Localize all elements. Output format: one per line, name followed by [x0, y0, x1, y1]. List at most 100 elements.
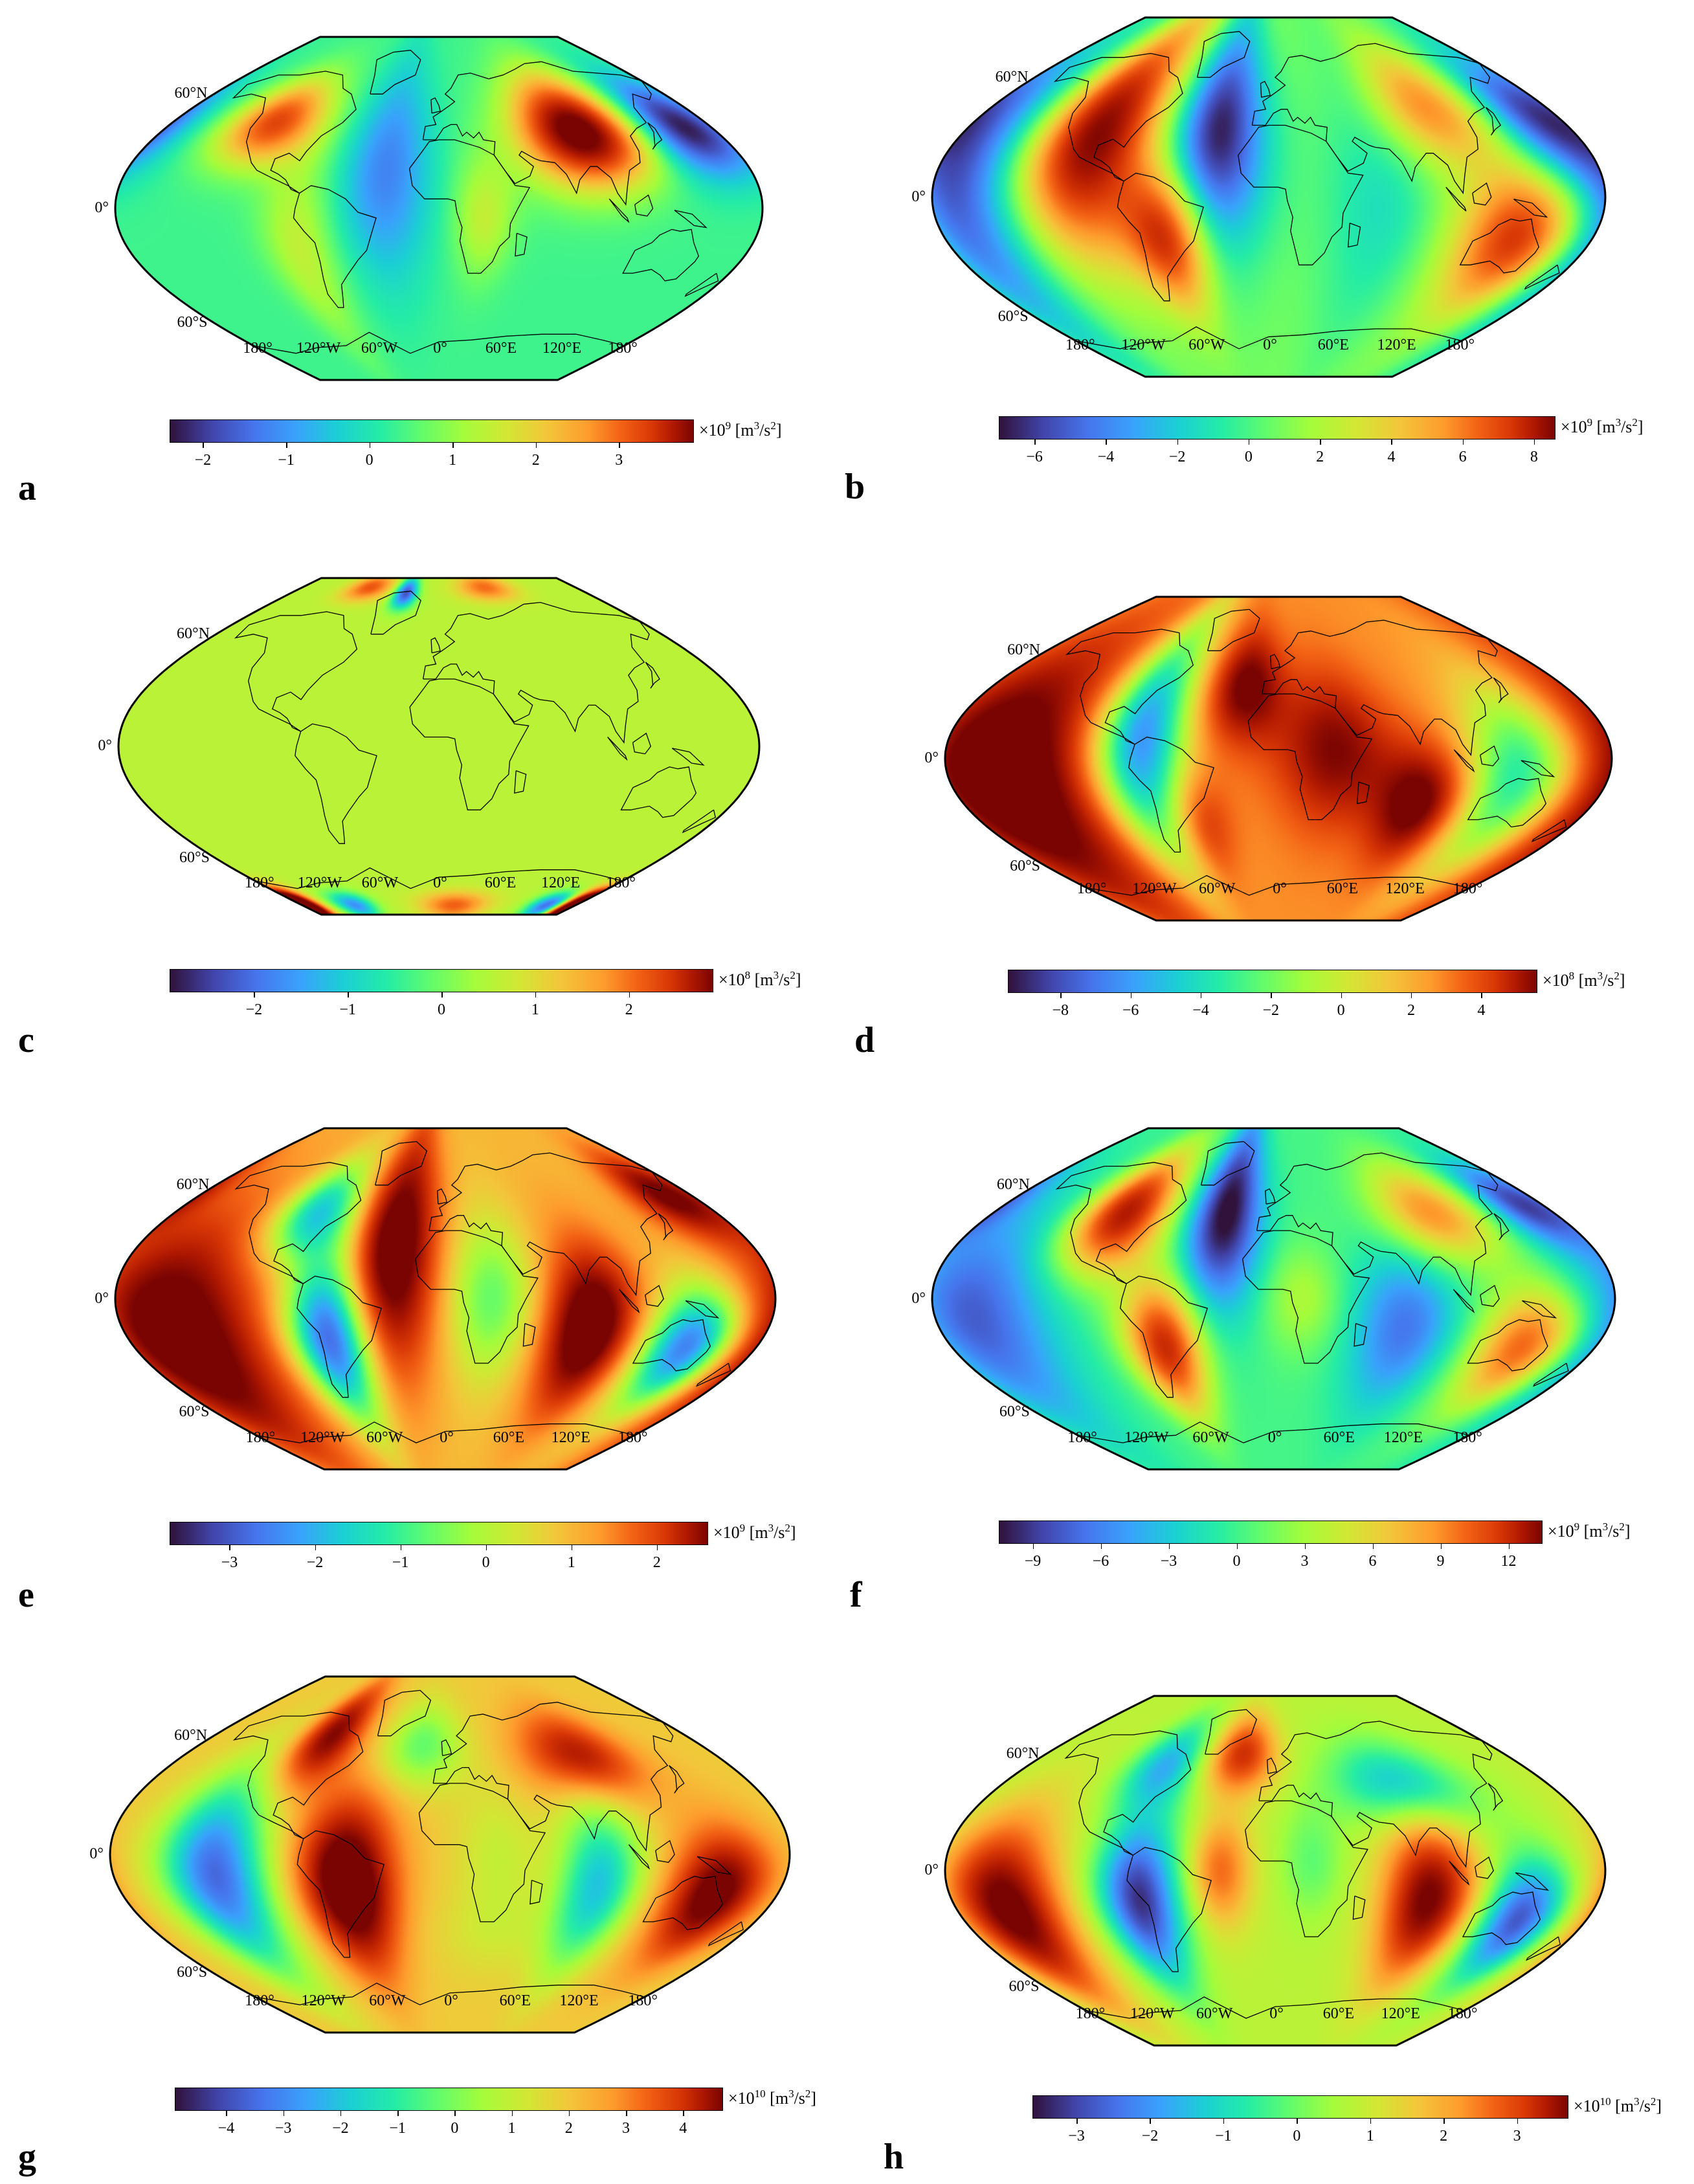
longitude-label: 120°W	[1121, 337, 1166, 353]
colorbar-a: −2 −1 0 1 2 3 ×109 [m3/s2]	[170, 419, 836, 478]
colorbar-tick	[1508, 1544, 1510, 1549]
coastline	[1472, 182, 1492, 206]
colorbar-tick	[1106, 440, 1107, 445]
longitude-label: 180°	[1453, 1429, 1482, 1446]
colorbar-tick	[1034, 440, 1036, 445]
coastline	[645, 662, 660, 689]
latitude-label: 60°N	[176, 1176, 210, 1193]
colorbar-tick-label: 1	[1366, 2128, 1374, 2145]
colorbar-tick-label: −6	[1122, 1002, 1139, 1019]
colorbar-tick	[340, 2111, 342, 2116]
colorbar-unit-part: ]	[775, 421, 782, 440]
coastline	[441, 1739, 452, 1756]
coastline	[1128, 737, 1214, 853]
colorbar-unit-part: 2	[1614, 970, 1620, 982]
colorbar-unit-part: ×10	[713, 1523, 740, 1542]
colorbar-tick	[1481, 993, 1482, 998]
coastline	[430, 637, 441, 654]
colorbar-e: −3 −2 −1 0 1 2 ×109 [m3/s2]	[170, 1522, 851, 1580]
latitude-label: 0°	[924, 1862, 939, 1878]
coastline	[1260, 80, 1271, 98]
longitude-label: 120°E	[542, 340, 582, 357]
coastline	[697, 1856, 732, 1875]
colorbar-unit-part: ]	[1619, 971, 1625, 990]
longitude-label: 0°	[444, 1992, 458, 2009]
panel-letter: h	[884, 2137, 904, 2177]
longitude-label: 60°E	[484, 875, 517, 891]
coastline	[1445, 186, 1467, 212]
map-overlay-c	[117, 577, 761, 916]
coastline	[1462, 1891, 1541, 1945]
colorbar-c: −2 −1 0 1 2 ×108 [m3/s2]	[170, 969, 856, 1027]
colorbar-tick	[1372, 1544, 1374, 1549]
coastline	[1075, 326, 1462, 350]
longitude-label: 180°	[1076, 880, 1107, 897]
longitude-label: 120°E	[541, 875, 581, 891]
coastline	[628, 1844, 651, 1870]
colorbar-unit: ×109 [m3/s2]	[1561, 416, 1644, 437]
longitude-label: 120°W	[297, 875, 342, 891]
colorbar-unit-part: [m	[765, 2089, 789, 2108]
coastline	[1238, 124, 1364, 265]
colorbar-tick	[535, 992, 537, 997]
coastline	[1493, 1213, 1510, 1241]
coastline	[515, 232, 528, 257]
longitude-label: 180°	[1067, 1429, 1097, 1446]
colorbar-unit-part: 2	[785, 1522, 790, 1534]
colorbar-tick	[1320, 440, 1321, 445]
longitude-label: 0°	[1273, 880, 1287, 897]
map-frame	[944, 596, 1613, 922]
coastline	[429, 1152, 663, 1297]
colorbar-tick-label: −2	[1168, 449, 1186, 465]
coastline	[1242, 1230, 1370, 1364]
colorbar-gradient	[175, 2088, 723, 2111]
coastline	[1513, 198, 1548, 218]
longitude-label: 180°	[1453, 880, 1483, 897]
colorbar-unit-part: ×10	[1543, 971, 1569, 990]
colorbar-unit-part: ×10	[1574, 2097, 1600, 2115]
latitude-label: 0°	[911, 188, 926, 205]
coastline	[296, 1275, 382, 1398]
colorbar-tick-label: 1	[449, 452, 457, 469]
colorbar-tick	[626, 2111, 627, 2116]
latitude-label: 60°S	[999, 1403, 1030, 1421]
colorbar-tick	[1533, 440, 1535, 445]
colorbar-unit-part: /s	[774, 1523, 785, 1542]
colorbar-unit-part: [m	[1610, 2097, 1634, 2115]
colorbar-tick-label: 3	[1513, 2128, 1521, 2145]
latitude-label: 0°	[924, 750, 939, 766]
colorbar-tick-label: −2	[1262, 1002, 1280, 1019]
colorbar-tick-label: 12	[1500, 1553, 1517, 1570]
colorbar-unit-part: 3	[1602, 1521, 1609, 1533]
longitude-label: 180°	[1445, 337, 1475, 353]
colorbar-gradient	[170, 419, 694, 443]
latitude-label: 60°N	[1006, 1745, 1040, 1762]
colorbar-tick-label: 0	[1337, 1002, 1345, 1019]
colorbar-unit-part: 8	[744, 969, 751, 981]
colorbar-tick	[1304, 1544, 1306, 1549]
colorbar-unit-part: 2	[770, 419, 776, 432]
latitude-label: 60°N	[996, 1176, 1030, 1193]
panel-letter: g	[18, 2137, 36, 2177]
colorbar-unit-part: /s	[1603, 971, 1614, 990]
map-frame	[114, 36, 764, 381]
colorbar-tick-label: −2	[245, 1001, 263, 1018]
coastline	[1459, 218, 1540, 274]
coastline	[1258, 1721, 1493, 1868]
coastline	[370, 49, 421, 95]
colorbar-unit-part: 10	[1599, 2095, 1611, 2108]
longitude-label: 180°	[628, 1992, 658, 2009]
colorbar-tick	[1100, 1544, 1102, 1549]
colorbar-tick-label: 0	[365, 452, 373, 469]
colorbar-unit-part: ×10	[728, 2089, 755, 2108]
latitude-label: 60°S	[1009, 1978, 1040, 1995]
longitude-label: 0°	[1269, 2005, 1284, 2022]
coastline	[1087, 875, 1470, 896]
colorbar-gradient	[999, 416, 1555, 440]
colorbar-unit: ×108 [m3/s2]	[719, 969, 801, 990]
longitude-label: 60°W	[361, 340, 398, 357]
colorbar-tick	[1410, 993, 1412, 998]
coastline	[1453, 1289, 1475, 1314]
colorbar-unit-part: ]	[1624, 1522, 1631, 1541]
field-raster-f	[932, 1128, 1615, 1469]
